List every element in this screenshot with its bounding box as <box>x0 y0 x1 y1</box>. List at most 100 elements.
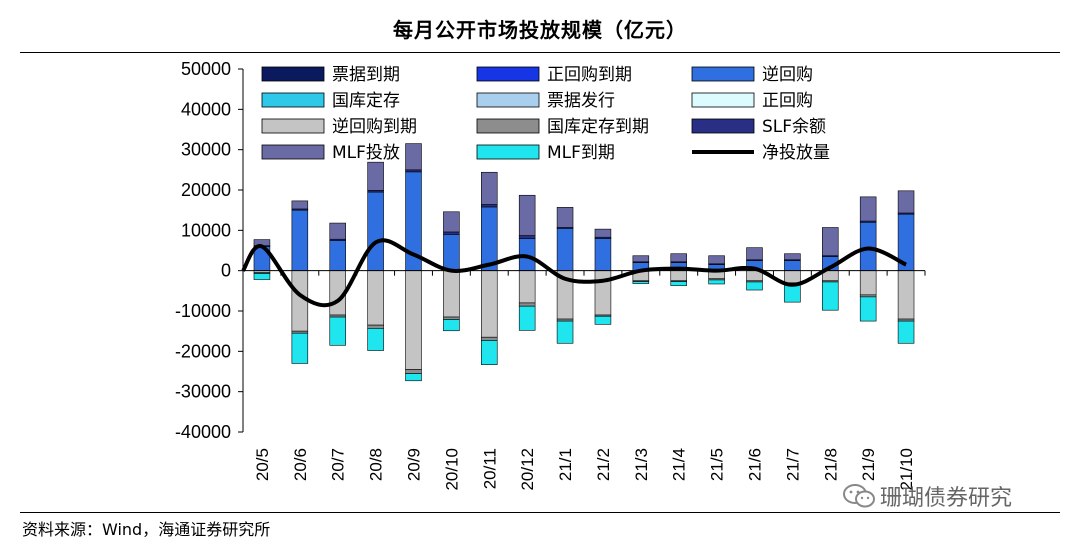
bar-国库定存到期 <box>897 318 915 322</box>
bar-MLF到期 <box>746 281 763 291</box>
legend-label-国库定存: 国库定存 <box>332 91 400 111</box>
bar-国库定存到期 <box>405 369 422 374</box>
x-tick-label: 21/3 <box>632 448 651 481</box>
legend-swatch-逆回购到期 <box>261 118 325 134</box>
legend-swatch-SLF余额 <box>691 118 755 134</box>
bar-MLF投放 <box>443 211 460 233</box>
y-tick-label: -10000 <box>175 301 231 321</box>
bar-SLF余额 <box>518 235 536 239</box>
bar-MLF投放 <box>746 247 763 261</box>
bar-逆回购 <box>443 234 460 271</box>
legend-swatch-逆回购 <box>691 66 755 82</box>
x-tick-label: 20/12 <box>518 448 537 491</box>
legend-swatch-MLF到期 <box>476 144 540 160</box>
x-tick-label: 20/5 <box>253 448 272 481</box>
bar-MLF到期 <box>822 281 839 311</box>
legend-label-正回购: 正回购 <box>762 91 813 111</box>
bar-国库定存到期 <box>329 314 346 318</box>
bar-MLF投放 <box>897 190 915 214</box>
line-净投放量 <box>241 238 907 308</box>
bar-MLF到期 <box>632 281 650 284</box>
bar-逆回购到期 <box>859 270 877 296</box>
bar-MLF投放 <box>329 222 346 240</box>
bar-MLF投放 <box>859 196 877 222</box>
chart-title: 每月公开市场投放规模（亿元） <box>393 18 687 42</box>
bar-MLF到期 <box>367 328 384 351</box>
legend-label-逆回购: 逆回购 <box>762 65 813 85</box>
watermark-text: 珊瑚债券研究 <box>880 486 1013 511</box>
x-tick-label: 21/7 <box>783 448 802 481</box>
bar-MLF到期 <box>594 315 612 325</box>
bar-国库定存到期 <box>556 318 574 322</box>
y-tick-label: -20000 <box>175 341 231 361</box>
bar-MLF投放 <box>632 255 650 263</box>
bar-MLF投放 <box>556 207 574 228</box>
legend-swatch-票据到期 <box>261 66 325 82</box>
bar-逆回购 <box>481 206 498 271</box>
bar-MLF到期 <box>518 305 536 331</box>
y-tick-label: 30000 <box>181 140 231 160</box>
bottom-rule <box>20 512 1060 513</box>
legend-label-MLF到期: MLF到期 <box>547 143 615 163</box>
bar-国库定存到期 <box>518 302 536 307</box>
y-axis: -40000 -30000 -20000 -10000 0 10000 20000 30000… <box>175 59 244 442</box>
bar-SLF余额 <box>443 231 460 235</box>
bar-MLF投放 <box>708 255 725 265</box>
bar-MLF投放 <box>822 227 839 257</box>
bar-MLF投放 <box>784 253 801 261</box>
legend-swatch-MLF投放 <box>261 144 325 160</box>
bar-MLF投放 <box>367 161 384 191</box>
bar-逆回购到期 <box>443 270 460 318</box>
bar-国库定存到期 <box>481 336 498 341</box>
bar-MLF投放 <box>670 253 687 263</box>
legend-label-正回购到期: 正回购到期 <box>547 65 632 85</box>
x-tick-label: 20/11 <box>480 448 499 489</box>
legend-label-MLF投放: MLF投放 <box>332 143 400 163</box>
bar-MLF投放 <box>481 171 498 205</box>
x-tick-label: 21/5 <box>708 448 727 481</box>
bar-MLF到期 <box>291 332 309 364</box>
bar-逆回购到期 <box>670 270 687 282</box>
bar-国库定存到期 <box>367 324 384 329</box>
x-tick-label: 21/8 <box>821 448 840 481</box>
legend-swatch-国库定存到期 <box>476 118 540 134</box>
x-tick-label: 21/4 <box>670 448 689 481</box>
bar-MLF到期 <box>708 279 725 285</box>
bar-MLF到期 <box>253 273 271 280</box>
legend-label-票据到期: 票据到期 <box>332 65 400 85</box>
bar-逆回购 <box>329 240 346 271</box>
bar-MLF投放 <box>594 228 612 238</box>
bar-逆回购到期 <box>481 270 498 338</box>
y-tick-label: -40000 <box>175 422 231 442</box>
bar-MLF到期 <box>329 316 346 346</box>
bar-MLF到期 <box>481 340 498 365</box>
bar-逆回购到期 <box>784 270 801 284</box>
y-tick-label: 40000 <box>181 99 231 119</box>
chart: -40000 -30000 -20000 -10000 0 10000 20000 30000… <box>175 59 926 491</box>
x-tick-label: 21/9 <box>859 448 878 481</box>
net-line <box>241 238 907 308</box>
bar-MLF到期 <box>405 373 422 382</box>
y-tick-label: 50000 <box>181 59 231 79</box>
top-rule <box>20 52 1060 53</box>
bar-逆回购 <box>291 209 309 271</box>
legend-swatch-票据发行 <box>476 92 540 108</box>
bar-MLF到期 <box>556 320 574 344</box>
bar-MLF投放 <box>518 194 536 236</box>
y-tick-label: 10000 <box>181 220 231 240</box>
legend-label-票据发行: 票据发行 <box>547 91 615 111</box>
bar-逆回购到期 <box>897 270 915 320</box>
x-tick-label: 20/10 <box>442 448 461 491</box>
bar-MLF到期 <box>859 296 877 322</box>
legend-label-净投放量: 净投放量 <box>762 143 830 163</box>
bar-逆回购 <box>556 228 574 271</box>
bar-逆回购到期 <box>518 270 536 304</box>
bar-逆回购到期 <box>405 270 422 370</box>
bar-MLF到期 <box>670 281 687 286</box>
x-tick-label: 21/1 <box>556 448 575 481</box>
bar-逆回购到期 <box>594 270 612 316</box>
bar-国库定存到期 <box>443 316 460 320</box>
x-tick-label: 20/6 <box>291 448 310 481</box>
bar-逆回购 <box>859 221 877 271</box>
